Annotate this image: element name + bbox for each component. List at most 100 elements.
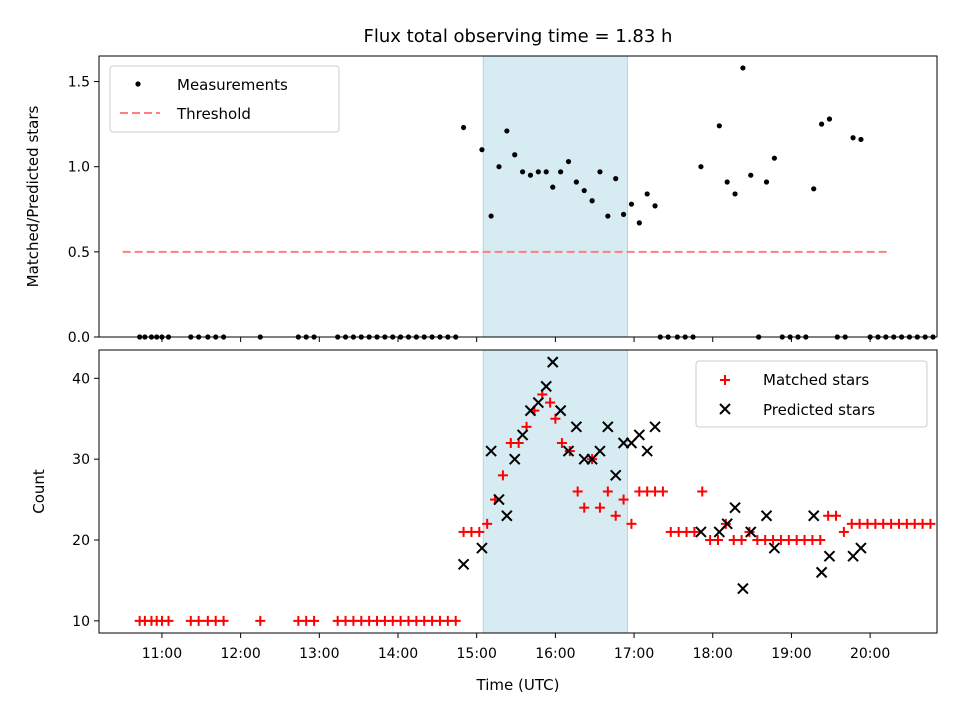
matched-star-point — [309, 615, 320, 626]
predicted-star-point — [554, 404, 567, 417]
measurement-point — [504, 128, 510, 134]
predicted-star-point — [649, 421, 661, 433]
legend-marker-predicted — [719, 403, 731, 415]
matched-star-point — [482, 518, 493, 529]
matched-star-point — [556, 437, 567, 448]
measurement-point — [826, 116, 833, 122]
predicted-star-point — [721, 518, 733, 530]
measurement-point — [565, 158, 572, 165]
measurement-point — [589, 198, 595, 204]
y-tick-label: 30 — [72, 452, 90, 468]
measurement-point — [479, 147, 485, 153]
matched-star-point — [618, 494, 629, 505]
x-tick-label: 16:00 — [535, 646, 575, 662]
measurement-point — [460, 124, 467, 131]
measurement-point — [716, 123, 722, 129]
legend-label-predicted: Predicted stars — [763, 401, 875, 419]
measurement-point — [732, 191, 738, 197]
legend-top: Measurements Threshold — [109, 65, 340, 133]
x-tick-label: 13:00 — [299, 646, 339, 662]
y-tick-label: 1.0 — [68, 160, 90, 176]
measurement-point — [527, 172, 534, 178]
matched-star-point — [545, 397, 556, 408]
observing-window-span — [482, 55, 629, 338]
measurement-point — [628, 201, 635, 207]
measurement-point — [620, 211, 627, 217]
matched-star-point — [697, 486, 708, 497]
plot-frame-2 — [98, 349, 938, 634]
predicted-star-point — [594, 445, 606, 457]
predicted-star-point — [768, 542, 781, 554]
y-axis-title: Matched/Predicted stars — [24, 106, 42, 288]
predicted-star-point — [745, 526, 757, 538]
matched-star-point — [163, 615, 174, 626]
measurement-point — [597, 169, 603, 175]
predicted-star-point — [760, 510, 773, 522]
matched-star-point — [474, 526, 485, 537]
matched-star-point — [497, 470, 508, 481]
measurement-point — [558, 169, 564, 175]
predicted-star-point — [532, 396, 545, 409]
matched-star-point — [594, 502, 605, 513]
measurement-point — [535, 169, 541, 175]
measurement-point — [613, 176, 619, 182]
x-tick-label: 11:00 — [142, 646, 182, 662]
predicted-star-point — [570, 421, 583, 433]
matched-star-point — [218, 615, 229, 626]
measurement-point — [581, 187, 587, 194]
x-tick-label: 14:00 — [378, 646, 418, 662]
measurement-point — [858, 136, 864, 143]
measurement-point — [740, 65, 746, 71]
matched-star-point — [572, 486, 583, 497]
matched-star-point — [925, 518, 936, 529]
measurement-point — [636, 220, 642, 226]
measurement-point — [724, 179, 730, 185]
x-tick-label: 20:00 — [850, 646, 890, 662]
y-tick-label: 10 — [72, 614, 90, 630]
measurement-point — [771, 155, 777, 161]
matched-star-point — [736, 535, 747, 546]
matched-star-point — [610, 510, 621, 521]
predicted-star-point — [457, 558, 470, 570]
y-tick-label: 20 — [72, 533, 90, 549]
x-tick-label: 12:00 — [220, 646, 260, 662]
predicted-star-point — [540, 380, 552, 393]
y-tick-label: 0.5 — [68, 245, 90, 261]
predicted-star-point — [476, 542, 488, 554]
measurement-point — [818, 121, 825, 127]
predicted-star-point — [855, 542, 867, 554]
x-tick-label: 17:00 — [614, 646, 654, 662]
matched-star-point — [838, 526, 849, 537]
measurement-point — [850, 135, 856, 141]
matched-star-point — [815, 535, 826, 546]
predicted-star-point — [641, 445, 653, 457]
measurement-point — [550, 184, 556, 190]
measurement-point — [519, 169, 526, 175]
matched-star-point — [831, 510, 842, 521]
predicted-star-point — [633, 429, 646, 441]
measurement-point — [652, 203, 658, 209]
measurement-point — [512, 152, 518, 158]
legend-label-matched: Matched stars — [763, 371, 869, 389]
measurement-point — [605, 213, 611, 219]
legend-bottom: Matched stars Predicted stars — [695, 360, 928, 428]
legend-marker-measurements — [135, 81, 141, 87]
chart-title: Flux total observing time = 1.83 h — [364, 26, 673, 47]
predicted-star-point — [562, 445, 575, 457]
y-tick-label: 1.5 — [68, 75, 90, 91]
predicted-star-point — [516, 429, 529, 441]
predicted-star-point — [501, 510, 513, 522]
matched-star-point — [579, 502, 590, 513]
predicted-star-point — [815, 566, 828, 579]
matched-star-point — [626, 518, 637, 529]
measurement-point — [811, 186, 817, 192]
measurement-point — [496, 164, 502, 170]
measurement-point — [644, 191, 650, 197]
x-tick-label: 15:00 — [457, 646, 497, 662]
measurement-point — [748, 172, 754, 178]
predicted-star-point — [695, 526, 707, 538]
measurement-point — [573, 179, 579, 185]
matched-star-point — [657, 486, 668, 497]
y-axis-title: Count — [30, 469, 48, 514]
